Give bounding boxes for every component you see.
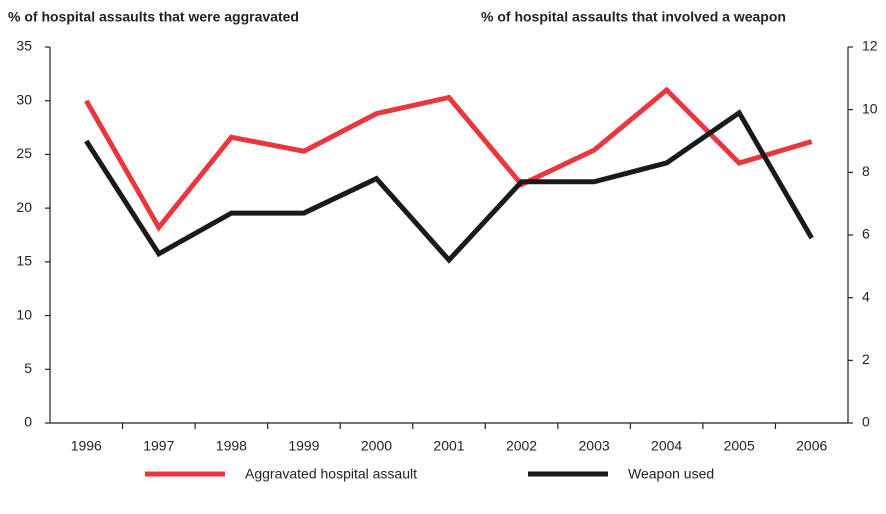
y2-tick-label: 12 — [862, 38, 878, 54]
legend-label: Aggravated hospital assault — [245, 466, 417, 482]
y2-tick-label: 4 — [862, 288, 870, 304]
y-tick-label: 30 — [16, 91, 32, 107]
x-tick-label: 2005 — [724, 438, 755, 454]
legend-label: Weapon used — [628, 466, 714, 482]
series-line — [84, 109, 814, 264]
series-line — [84, 86, 813, 232]
x-tick-label: 1998 — [216, 438, 247, 454]
y-tick-label: 5 — [24, 360, 32, 376]
x-tick-label: 2001 — [433, 438, 464, 454]
y-tick-label: 20 — [16, 199, 32, 215]
x-tick-label: 1997 — [143, 438, 174, 454]
y2-tick-label: 10 — [862, 100, 878, 116]
y2-tick-label: 8 — [862, 163, 870, 179]
y-tick-label: 15 — [16, 253, 32, 269]
y-tick-label: 35 — [16, 38, 32, 54]
y2-tick-label: 6 — [862, 226, 870, 242]
x-tick-label: 1996 — [71, 438, 102, 454]
x-tick-label: 2002 — [506, 438, 537, 454]
y2-tick-label: 2 — [862, 351, 870, 367]
x-tick-label: 2004 — [651, 438, 682, 454]
y-tick-label: 25 — [16, 145, 32, 161]
x-tick-label: 2000 — [361, 438, 392, 454]
y2-tick-label: 0 — [862, 414, 870, 430]
y-tick-label: 0 — [24, 414, 32, 430]
x-tick-label: 2006 — [796, 438, 827, 454]
y-axis-title: % of hospital assaults that were aggrava… — [8, 9, 299, 25]
y-tick-label: 10 — [16, 306, 32, 322]
x-tick-label: 1999 — [288, 438, 319, 454]
x-tick-label: 2003 — [579, 438, 610, 454]
y2-axis-title: % of hospital assaults that involved a w… — [481, 9, 786, 25]
